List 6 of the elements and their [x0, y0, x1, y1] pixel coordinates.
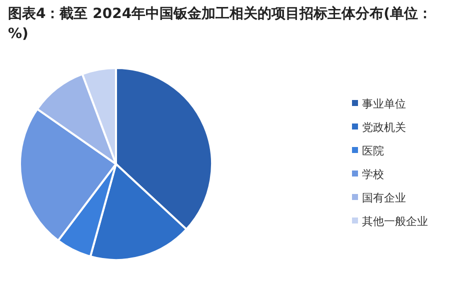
title: 图表4：截至 2024年中国钣金加工相关的项目招标主体分布(单位：%) — [8, 4, 433, 44]
legend-label: 学校 — [362, 168, 384, 181]
legend-label: 医院 — [362, 144, 384, 158]
legend-label: 党政机关 — [362, 121, 406, 134]
legend-label: 事业单位 — [362, 98, 406, 110]
legend-label: 国有企业 — [362, 192, 406, 204]
